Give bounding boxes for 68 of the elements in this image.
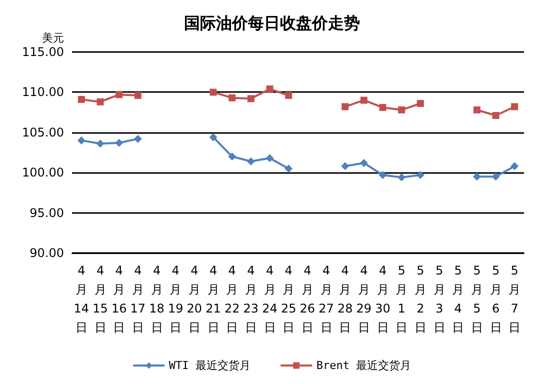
point [115,138,124,147]
point [360,96,368,104]
point [398,106,406,114]
point [492,112,500,120]
x-tick-label: 4月30日 [375,264,390,334]
point [134,92,142,99]
x-tick-label: 4月20日 [186,264,202,334]
y-tick-label: 100.00 [22,166,64,180]
point [209,133,218,142]
x-tick-label: 5月7日 [508,264,521,334]
point [228,94,236,102]
point [285,92,292,99]
y-tick-label: 90.00 [30,246,64,260]
point [228,152,236,161]
x-tick-label: 5月2日 [414,264,426,334]
point [246,157,255,166]
point [472,172,481,181]
point [341,162,350,170]
point [78,96,85,103]
x-tick-label: 4月23日 [243,264,259,334]
point [77,136,86,144]
point [510,162,519,170]
y-tick-label: 115.00 [22,45,64,59]
point [473,106,480,114]
y-axis-title: 美元 [42,32,64,44]
point [134,134,142,143]
x-tick-label: 5月1日 [396,264,408,334]
point [379,104,386,111]
point [96,140,104,148]
point [266,85,274,92]
x-tick-label: 5月5日 [470,264,483,334]
x-tick-label: 4月27日 [318,264,334,334]
x-tick-label: 4月15日 [92,264,108,334]
y-tick-label: 95.00 [30,206,64,220]
x-tick-label: 5月6日 [490,264,502,334]
x-tick-label: 4月19日 [168,264,184,334]
point [116,91,123,98]
x-tick-label: 4月29日 [356,264,372,334]
x-tick-label: 4月26日 [300,264,316,334]
point [247,95,254,102]
point [416,171,424,180]
legend-label: Brent 最近交货月 [316,359,412,372]
y-tick-label: 105.00 [22,125,64,140]
x-tick-label: 4月28日 [337,264,353,334]
point [360,158,368,167]
chart-title: 国际油价每日收盘价走势 [184,14,360,32]
y-tick-label: 110.00 [22,85,64,100]
x-tick-label: 4月21日 [206,264,221,334]
point [96,98,104,106]
point [266,154,274,162]
legend-label: WTI 最近交货月 [168,359,250,372]
point [210,88,217,96]
x-tick-label: 4月22日 [224,264,240,334]
point [416,100,424,107]
x-tick-label: 5月4日 [452,264,464,334]
x-tick-label: 4月18日 [149,264,164,334]
point [398,173,406,182]
point [284,164,293,173]
x-tick-label: 4月16日 [111,264,127,334]
point [492,172,500,181]
point [511,103,518,110]
point [378,171,387,180]
x-tick-label: 5月3日 [433,264,446,334]
x-tick-label: 4月14日 [74,264,90,334]
x-tick-label: 4月17日 [130,264,146,334]
point [342,103,349,110]
x-tick-label: 4月25日 [280,264,296,334]
x-tick-label: 4月24日 [262,264,278,334]
